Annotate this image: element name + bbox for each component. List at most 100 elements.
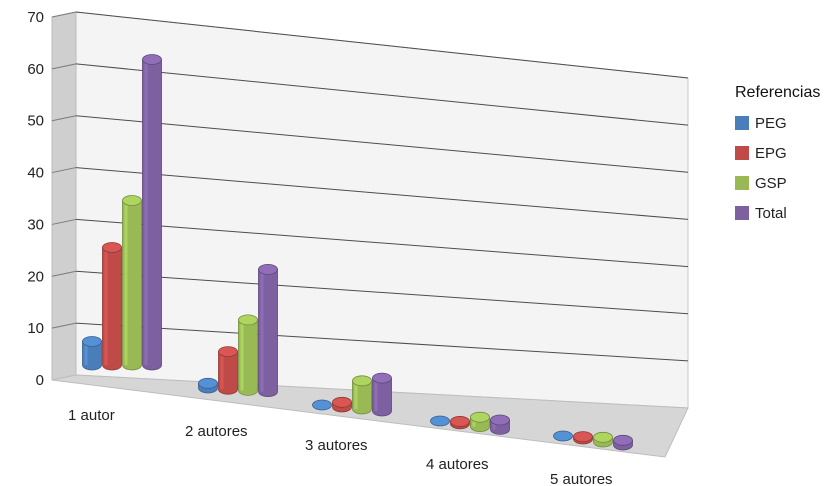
bar-top bbox=[142, 54, 162, 65]
bar-top bbox=[430, 415, 450, 427]
x-tick-label: 3 autores bbox=[305, 437, 368, 454]
bar-gsp-2 bbox=[238, 314, 258, 396]
gridline bbox=[75, 167, 689, 220]
bar-top bbox=[593, 431, 613, 443]
bar-gsp-3 bbox=[352, 375, 372, 415]
bar-total-5 bbox=[613, 434, 633, 451]
bar-total-1 bbox=[142, 54, 162, 371]
x-axis-labels: 1 autor 2 autores 3 autores 4 autores 5 auto… bbox=[68, 407, 613, 486]
gridline-side bbox=[51, 63, 77, 70]
y-tick-label: 20 bbox=[27, 268, 44, 285]
gridline-side bbox=[51, 270, 77, 277]
bar-highlight bbox=[240, 319, 244, 391]
y-axis-ticks: 0 10 20 30 40 50 60 70 bbox=[27, 9, 44, 389]
legend-item-epg: EPG bbox=[735, 138, 820, 168]
y-tick-label: 10 bbox=[27, 320, 44, 337]
bar-epg-1 bbox=[102, 242, 122, 371]
bar-peg-5 bbox=[553, 430, 573, 442]
gridline bbox=[75, 218, 689, 268]
legend-swatch-peg bbox=[735, 116, 749, 130]
bar-highlight bbox=[492, 420, 496, 430]
bar-gsp-1 bbox=[122, 195, 142, 371]
y-tick-label: 60 bbox=[27, 61, 44, 78]
bar-total-4 bbox=[490, 414, 510, 435]
bar-highlight bbox=[472, 417, 476, 427]
bar-epg-2 bbox=[218, 346, 238, 395]
gridline bbox=[75, 322, 689, 362]
gridline-side bbox=[51, 218, 77, 225]
legend-item-total: Total bbox=[735, 198, 820, 228]
bar-top bbox=[238, 314, 258, 326]
bar-peg-3 bbox=[312, 399, 332, 411]
bar-highlight bbox=[260, 269, 264, 392]
bar-top bbox=[312, 399, 332, 411]
bar-peg-2 bbox=[198, 377, 218, 394]
legend-label-epg: EPG bbox=[755, 144, 787, 162]
x-tick-label: 1 autor bbox=[68, 407, 115, 424]
legend-title: Referencias bbox=[735, 84, 821, 101]
bar-top bbox=[102, 242, 122, 253]
legend-item-peg: PEG bbox=[735, 108, 820, 138]
bar-highlight bbox=[124, 200, 128, 365]
gridline-side bbox=[51, 322, 77, 329]
gridline-side bbox=[51, 115, 77, 122]
bar-highlight bbox=[104, 247, 108, 365]
bar-top bbox=[470, 411, 490, 423]
legend: Referencias PEG EPG GSP Total bbox=[735, 84, 820, 228]
legend-label-gsp: GSP bbox=[755, 174, 787, 192]
bar-total-3 bbox=[372, 372, 392, 417]
bar-top bbox=[450, 416, 470, 427]
bar-highlight bbox=[144, 59, 148, 365]
chart-side-wall bbox=[51, 11, 77, 381]
bar-top bbox=[352, 375, 372, 387]
bar-top bbox=[490, 414, 510, 426]
bar-epg-5 bbox=[573, 431, 593, 445]
bar-gsp-5 bbox=[593, 431, 613, 448]
bar-highlight bbox=[84, 341, 88, 365]
bar-top bbox=[573, 431, 593, 443]
legend-swatch-total bbox=[735, 206, 749, 220]
gridline bbox=[75, 11, 689, 79]
bar-top bbox=[372, 372, 392, 384]
bar-top bbox=[218, 346, 238, 358]
x-tick-label: 2 autores bbox=[185, 423, 248, 440]
y-tick-label: 0 bbox=[36, 372, 44, 389]
bars bbox=[82, 54, 633, 451]
bar-epg-4 bbox=[450, 416, 470, 430]
chart-floor bbox=[51, 374, 689, 458]
bar-top bbox=[82, 336, 102, 347]
bar-peg-4 bbox=[430, 415, 450, 427]
bar-top bbox=[613, 434, 633, 446]
legend-label-peg: PEG bbox=[755, 114, 787, 132]
gridline bbox=[75, 115, 689, 173]
bar-total-2 bbox=[258, 263, 278, 397]
bar-top bbox=[198, 377, 218, 389]
bar-top bbox=[258, 263, 278, 275]
bar-epg-3 bbox=[332, 396, 352, 413]
gridlines bbox=[51, 11, 689, 362]
bar-peg-1 bbox=[82, 336, 102, 371]
gridline bbox=[75, 270, 689, 315]
bar-gsp-4 bbox=[470, 411, 490, 432]
bar-highlight bbox=[374, 378, 378, 411]
y-tick-label: 30 bbox=[27, 216, 44, 233]
gridline-side bbox=[51, 167, 77, 174]
legend-label-total: Total bbox=[755, 204, 787, 222]
y-tick-label: 40 bbox=[27, 165, 44, 182]
y-tick-label: 70 bbox=[27, 9, 44, 26]
x-tick-label: 5 autores bbox=[550, 471, 613, 486]
gridline-side bbox=[51, 11, 77, 18]
x-tick-label: 4 autores bbox=[426, 456, 489, 473]
y-tick-label: 50 bbox=[27, 113, 44, 130]
bar-top bbox=[122, 195, 142, 206]
bar-top bbox=[553, 430, 573, 442]
legend-swatch-epg bbox=[735, 146, 749, 160]
chart-back-wall bbox=[75, 11, 689, 409]
legend-item-gsp: GSP bbox=[735, 168, 820, 198]
bar-top bbox=[332, 396, 352, 408]
bar-highlight bbox=[354, 380, 358, 409]
gridline bbox=[75, 63, 689, 126]
bar-highlight bbox=[220, 351, 224, 390]
legend-swatch-gsp bbox=[735, 176, 749, 190]
